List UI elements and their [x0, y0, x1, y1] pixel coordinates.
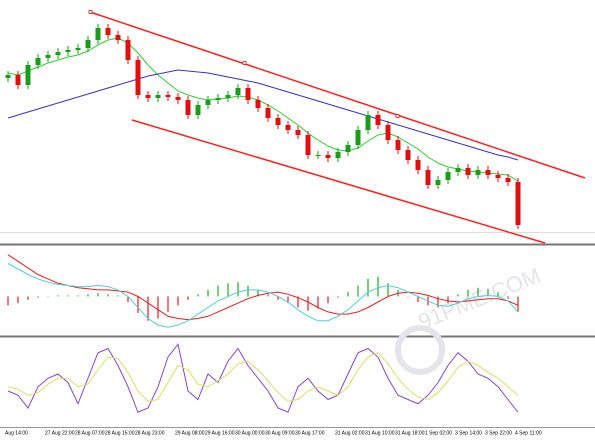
- x-tick-label: 30 Aug 17:00: [295, 430, 325, 436]
- x-tick-label: 27 Aug 22:00: [45, 430, 75, 436]
- candle-body: [505, 178, 511, 182]
- candle-body: [385, 125, 391, 140]
- candle-body: [105, 28, 111, 35]
- x-tick-label: 29 Aug 08:00: [175, 430, 205, 436]
- channel-anchor: [242, 61, 247, 65]
- candle-body: [415, 160, 421, 170]
- candle-body: [345, 145, 351, 152]
- candle-body: [275, 118, 281, 125]
- x-tick-label: Aug 14:00: [5, 430, 28, 436]
- candle-body: [25, 65, 31, 85]
- candle-body: [335, 152, 341, 158]
- x-tick-label: 30 Aug 09:00: [265, 430, 295, 436]
- candle-body: [115, 35, 121, 40]
- candle-body: [375, 115, 381, 125]
- candle-body: [125, 40, 131, 60]
- candle-body: [85, 40, 91, 48]
- candle-body: [45, 55, 51, 58]
- candle-body: [135, 60, 141, 95]
- candle-body: [305, 135, 311, 155]
- candle-body: [75, 48, 81, 50]
- candle-body: [155, 95, 161, 98]
- indicator-line: [7, 69, 519, 161]
- candle-body: [205, 100, 211, 105]
- candle-body: [315, 155, 321, 156]
- candle-body: [435, 180, 441, 185]
- indicator-line: [7, 352, 519, 402]
- indicator-line: [7, 254, 519, 321]
- candle-body: [365, 115, 371, 130]
- candle-body: [395, 140, 401, 150]
- candle-body: [195, 105, 201, 115]
- candle-body: [225, 95, 231, 98]
- candle-body: [515, 182, 521, 225]
- x-tick-label: 29 Aug 16:00: [205, 430, 235, 436]
- candle-body: [255, 100, 261, 108]
- candle-body: [215, 98, 221, 100]
- candle-body: [5, 75, 11, 78]
- candle-body: [265, 108, 271, 118]
- candle-body: [445, 172, 451, 180]
- candle-body: [15, 75, 21, 85]
- indicator-line: [7, 37, 519, 182]
- x-tick-label: 31 Aug 02:00: [335, 430, 365, 436]
- candle-body: [55, 52, 61, 55]
- candle-body: [355, 130, 361, 145]
- candle-body: [95, 28, 101, 40]
- x-tick-label: 28 Aug 15:00: [105, 430, 135, 436]
- candle-body: [185, 100, 191, 115]
- candle-body: [325, 155, 331, 158]
- channel-lower: [131, 119, 546, 244]
- x-tick-label: 28 Aug 23:00: [135, 430, 165, 436]
- candle-body: [405, 150, 411, 160]
- x-tick-label: 31 Aug 10:00: [365, 430, 395, 436]
- candle-body: [475, 170, 481, 175]
- candle-body: [145, 95, 151, 98]
- x-tick-label: 1 Sep 02:00: [425, 430, 452, 436]
- candle-body: [455, 168, 461, 172]
- x-tick-label: 28 Aug 07:00: [75, 430, 105, 436]
- channel-anchor: [395, 114, 400, 118]
- indicator-line: [7, 263, 519, 328]
- x-tick-label: 4 Sep 11:00: [515, 430, 542, 436]
- x-tick-label: 30 Aug 00:00: [235, 430, 265, 436]
- indicator-line: [7, 343, 519, 413]
- candle-body: [485, 170, 491, 175]
- x-tick-label: 3 Sep 22:00: [485, 430, 512, 436]
- candle-body: [425, 170, 431, 185]
- candle-body: [35, 58, 41, 65]
- candle-body: [65, 50, 71, 52]
- channel-anchor: [88, 10, 93, 14]
- x-tick-label: 3 Sep 14:00: [455, 430, 482, 436]
- channel-upper: [89, 11, 586, 179]
- candle-body: [295, 130, 301, 135]
- candle-body: [235, 88, 241, 95]
- candle-body: [165, 95, 171, 97]
- candle-body: [465, 168, 471, 175]
- x-tick-label: 31 Aug 18:00: [395, 430, 425, 436]
- candle-body: [175, 97, 181, 100]
- watermark-logo: [395, 325, 445, 375]
- candle-body: [495, 175, 501, 178]
- candle-body: [245, 88, 251, 100]
- candle-body: [285, 125, 291, 130]
